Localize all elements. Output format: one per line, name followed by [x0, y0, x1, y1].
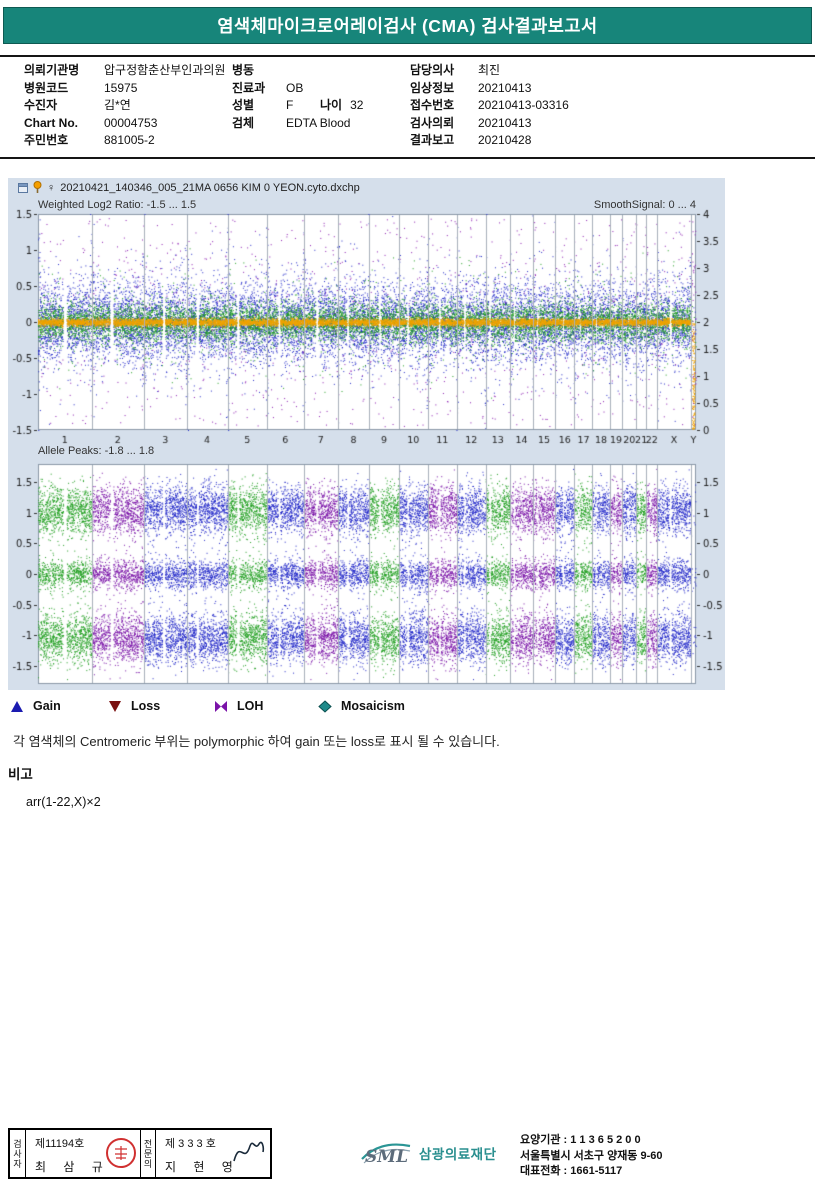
window-icon	[18, 182, 28, 193]
info-row: 검사의뢰 20210413	[410, 115, 815, 133]
allele-peaks-axis-title: Allele Peaks: -1.8 ... 1.8	[38, 445, 155, 457]
specialist-name: 지 현 영	[165, 1160, 240, 1174]
info-value: 압구정함춘산부인과의원	[104, 63, 226, 77]
org-line: 요양기관 : 1 1 3 6 5 2 0 0	[520, 1134, 641, 1146]
viewer-title-bar: ♀ 20210421_140346_005_21MA 0656 KIM 0 YE…	[8, 178, 725, 197]
loss-triangle-down-icon	[109, 700, 121, 712]
info-row: 검체 EDTA Blood	[232, 115, 410, 133]
info-row: 의뢰기관명 압구정함춘산부인과의원	[24, 62, 232, 80]
legend-item-loh: LOH	[214, 699, 263, 713]
info-value: 15975	[104, 80, 138, 95]
info-value: 881005-2	[104, 133, 155, 147]
info-value: 20210413	[478, 115, 532, 130]
legend-label: Gain	[33, 699, 61, 713]
genome-plot-canvas	[8, 178, 725, 690]
legend-label: Loss	[131, 699, 161, 713]
info-label: Chart No.	[24, 115, 78, 130]
info-row: Chart No. 00004753	[24, 115, 232, 133]
remarks-result: arr(1-22,X)×2	[26, 795, 101, 809]
examiner-seal-icon	[106, 1138, 136, 1168]
org-line: 서울특별시 서초구 양재동 9-60	[520, 1149, 663, 1162]
sml-logo-block: SML 삼광의료재단	[358, 1139, 497, 1167]
patient-info-section: 의뢰기관명 압구정함춘산부인과의원 병원코드 15975 수진자 김*연 Chart …	[0, 55, 815, 159]
legend-label: LOH	[237, 699, 264, 713]
info-label: 수진자	[24, 98, 58, 112]
patient-info-col3: 담당의사 최진 임상정보 20210413 접수번호 20210413-03316 검…	[410, 62, 815, 150]
examiner-cert-no: 제11194호	[35, 1138, 85, 1150]
info-value: 최진	[478, 63, 501, 77]
mosaicism-diamond-icon	[318, 699, 332, 713]
viewer-file-title: 20210421_140346_005_21MA 0656 KIM 0 YEON…	[60, 181, 360, 194]
info-row: 결과보고 20210428	[410, 132, 815, 150]
legend-item-mosaicism: Mosaicism	[318, 699, 405, 713]
info-value: F	[286, 98, 294, 112]
info-label: 임상정보	[410, 80, 455, 95]
legend-item-loss: Loss	[108, 699, 160, 713]
centromere-note: 각 염색체의 Centromeric 부위는 polymorphic 하여 ga…	[13, 734, 500, 749]
info-row: 접수번호 20210413-03316	[410, 97, 815, 115]
examiner-cell: 제11194호 최 삼 규	[26, 1130, 140, 1177]
info-row-sex-age: 성별 F 나이 32	[232, 97, 410, 115]
info-label: 결과보고	[410, 133, 455, 147]
sml-org-name: 삼광의료재단	[419, 1147, 497, 1162]
info-value: 00004753	[104, 115, 158, 130]
info-label: 담당의사	[410, 63, 455, 77]
legend-item-gain: Gain	[10, 699, 61, 713]
sml-logo: SML	[361, 1143, 411, 1167]
info-label: 검사의뢰	[410, 115, 455, 130]
gain-triangle-up-icon	[11, 700, 23, 712]
legend-label: Mosaicism	[341, 699, 405, 713]
page-title: 염색체마이크로어레이검사 (CMA) 검사결과보고서	[217, 16, 598, 36]
plot-legend: Gain Loss LOH Mosaicism	[0, 699, 815, 721]
info-row: 진료과 OB	[232, 80, 410, 98]
info-row: 주민번호 881005-2	[24, 132, 232, 150]
info-row: 수진자 김*연	[24, 97, 232, 115]
info-row: 담당의사 최진	[410, 62, 815, 80]
smooth-signal-axis-title: SmoothSignal: 0 ... 4	[593, 199, 696, 211]
info-label: 병동	[232, 63, 255, 77]
info-row: 병원코드 15975	[24, 80, 232, 98]
pin-icon	[33, 181, 42, 193]
info-value: 20210413-03316	[478, 98, 569, 112]
info-label: 의뢰기관명	[24, 63, 80, 77]
info-label: 접수번호	[410, 98, 455, 112]
genome-viewer-window: ♀ 20210421_140346_005_21MA 0656 KIM 0 YE…	[8, 178, 725, 690]
info-value: 20210428	[478, 133, 532, 147]
org-line: 대표전화 : 1661-5117	[520, 1165, 623, 1177]
info-label-age: 나이	[320, 98, 343, 112]
info-row: 병동	[232, 62, 410, 80]
org-contact-info: 요양기관 : 1 1 3 6 5 2 0 0 서울특별시 서초구 양재동 9-6…	[520, 1133, 663, 1180]
info-label: 진료과	[232, 80, 266, 95]
remarks-heading: 비고	[8, 767, 33, 782]
loh-bowtie-icon	[215, 700, 227, 712]
info-row: 임상정보 20210413	[410, 80, 815, 98]
examiner-name: 최 삼 규	[35, 1160, 110, 1174]
specialist-role-label: 전문의	[140, 1130, 156, 1177]
log2-ratio-axis-title: Weighted Log2 Ratio: -1.5 ... 1.5	[38, 199, 197, 211]
info-label: 성별	[232, 98, 255, 112]
report-title-banner: 염색체마이크로어레이검사 (CMA) 검사결과보고서	[3, 7, 812, 44]
info-value: OB	[286, 80, 304, 95]
info-value-age: 32	[350, 98, 364, 112]
info-label: 검체	[232, 115, 255, 130]
specialist-cert-no: 제 3 3 3 호	[165, 1138, 216, 1150]
info-label: 병원코드	[24, 80, 69, 95]
patient-info-col1: 의뢰기관명 압구정함춘산부인과의원 병원코드 15975 수진자 김*연 Chart …	[0, 62, 232, 150]
signature-stamp-box: 검사자 제11194호 최 삼 규 전문의 제 3 3 3 호 지 현 영	[8, 1128, 272, 1179]
info-value: EDTA Blood	[286, 115, 351, 130]
specialist-cell: 제 3 3 3 호 지 현 영	[156, 1130, 270, 1177]
info-value: 20210413	[478, 80, 532, 95]
sml-logo-text: SML	[365, 1147, 408, 1167]
examiner-role-label: 검사자	[10, 1130, 26, 1177]
gender-symbol: ♀	[47, 181, 56, 194]
specialist-signature-icon	[233, 1141, 265, 1162]
info-value: 김*연	[104, 98, 131, 112]
info-label: 주민번호	[24, 133, 69, 147]
patient-info-col2: 병동 진료과 OB 성별 F 나이 32 검체 EDTA Blood	[232, 62, 410, 150]
